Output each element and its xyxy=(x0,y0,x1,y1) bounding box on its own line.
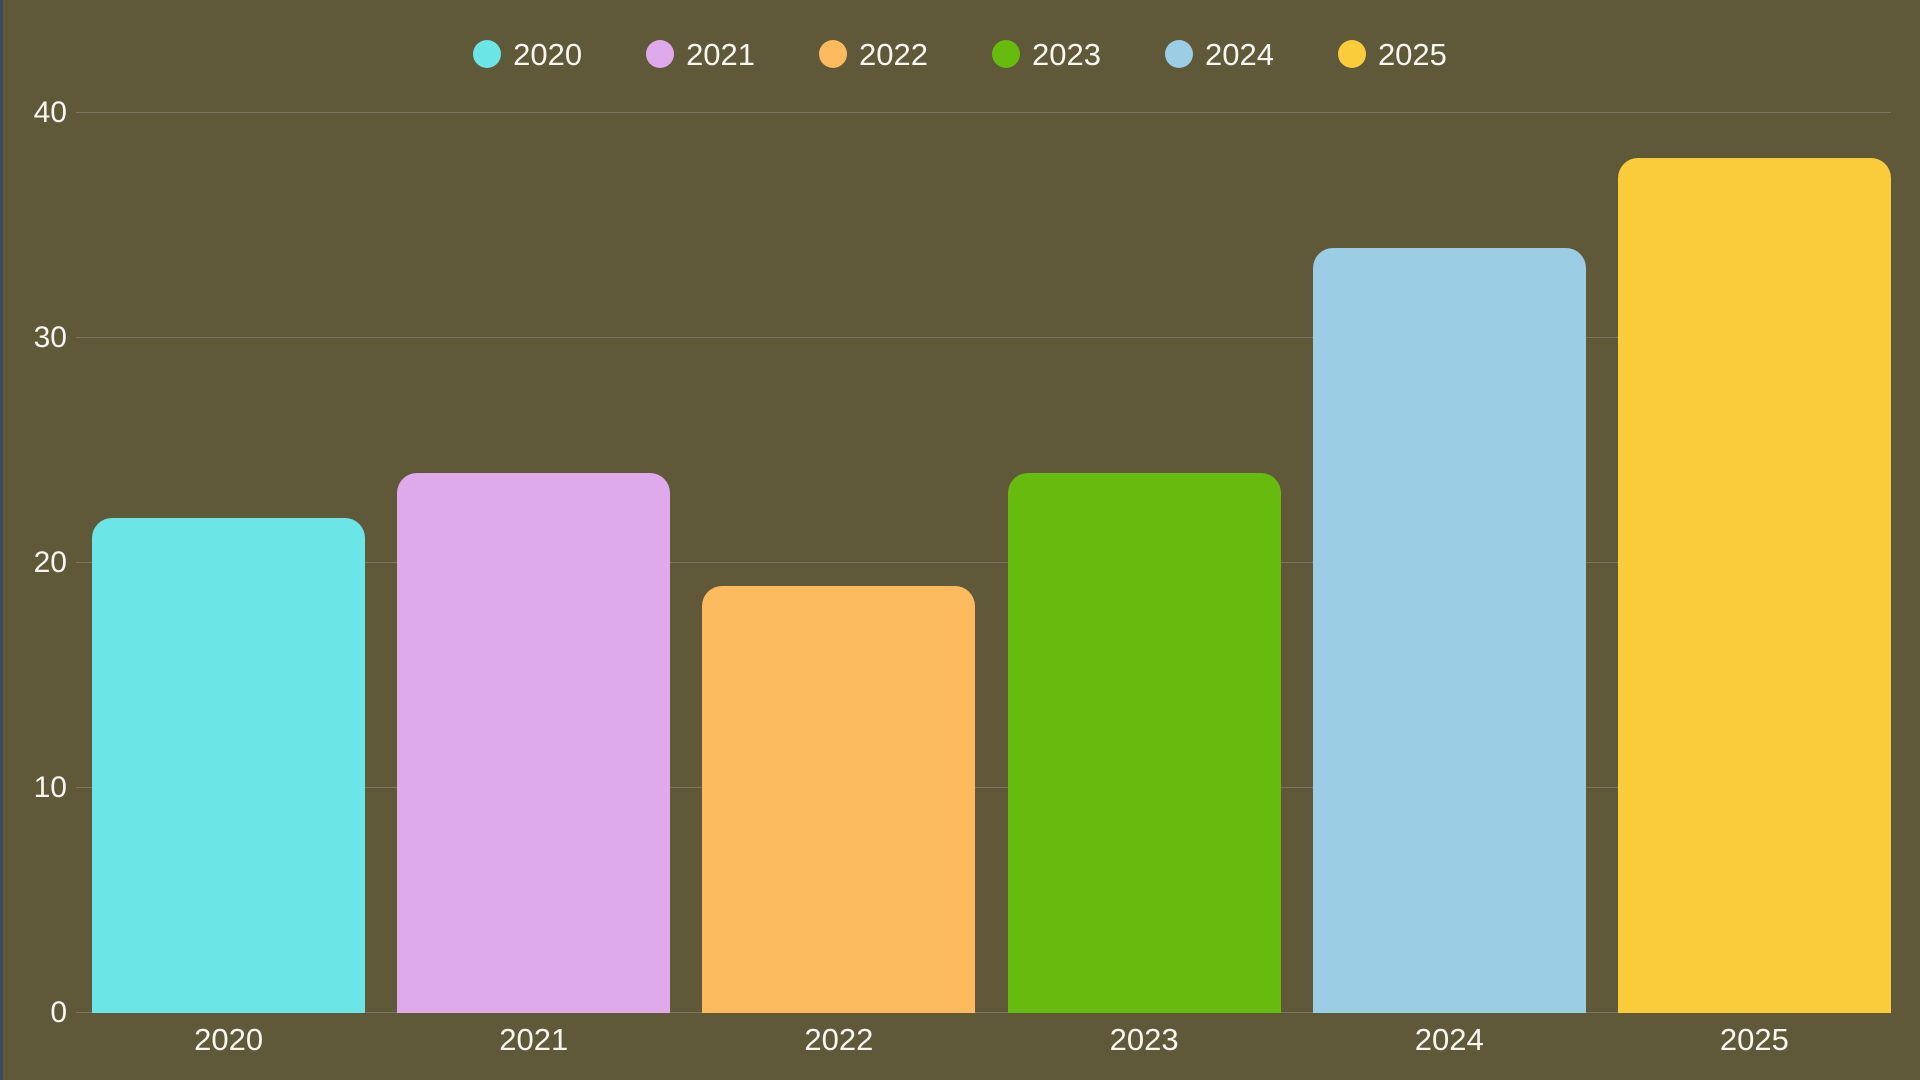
y-tick-label-0: 0 xyxy=(50,996,67,1029)
bar-2023 xyxy=(1007,473,1281,1013)
gridline-10 xyxy=(76,787,1891,788)
y-axis-labels: 0 10 20 30 40 xyxy=(0,98,67,1028)
left-edge-artifact xyxy=(0,0,3,1080)
legend-item-2020: 2020 xyxy=(473,39,582,70)
plot-area xyxy=(76,112,1907,1013)
x-tick-label-2021: 2021 xyxy=(499,1022,569,1057)
legend-item-2024: 2024 xyxy=(1164,36,1274,72)
bar-2020 xyxy=(92,518,366,1013)
legend-dot-icon xyxy=(992,40,1020,68)
legend-item-2023: 2023 xyxy=(992,39,1101,70)
legend-label: 2024 xyxy=(1204,36,1274,72)
x-axis-labels: 2020 2021 2022 2023 2024 2025 xyxy=(76,1019,1907,1061)
bar-2022 xyxy=(702,585,976,1013)
bar-2021 xyxy=(397,473,671,1013)
y-tick-label-20: 20 xyxy=(33,546,67,579)
legend-label: 2023 xyxy=(1032,36,1101,72)
bar-2025 xyxy=(1617,158,1891,1013)
legend-label: 2025 xyxy=(1377,36,1447,72)
gridline-20 xyxy=(76,562,1891,563)
bar-2024 xyxy=(1312,248,1586,1013)
x-tick-label-2025: 2025 xyxy=(1719,1022,1789,1057)
legend-label: 2021 xyxy=(686,36,756,72)
legend-dot-icon xyxy=(1337,40,1366,68)
gridline-30 xyxy=(76,337,1891,338)
chart-legend: 2020 2021 2022 2023 2024 2025 xyxy=(0,34,1920,74)
y-tick-label-40: 40 xyxy=(33,96,67,129)
x-tick-label-2024: 2024 xyxy=(1414,1022,1484,1057)
x-tick-label-2022: 2022 xyxy=(804,1022,874,1057)
gridline-40 xyxy=(76,112,1891,113)
gridline-0 xyxy=(76,1012,1891,1013)
legend-item-2022: 2022 xyxy=(819,39,928,70)
legend-item-2025: 2025 xyxy=(1337,36,1447,72)
legend-dot-icon xyxy=(1164,40,1193,68)
legend-label: 2022 xyxy=(859,36,928,72)
y-tick-label-30: 30 xyxy=(33,321,67,354)
legend-dot-icon xyxy=(819,40,848,68)
legend-dot-icon xyxy=(646,40,675,68)
legend-item-2021: 2021 xyxy=(646,39,755,70)
y-tick-label-10: 10 xyxy=(33,771,67,804)
legend-label: 2020 xyxy=(513,36,583,72)
legend-dot-icon xyxy=(473,40,502,68)
x-tick-label-2020: 2020 xyxy=(194,1022,264,1057)
x-tick-label-2023: 2023 xyxy=(1109,1022,1179,1057)
